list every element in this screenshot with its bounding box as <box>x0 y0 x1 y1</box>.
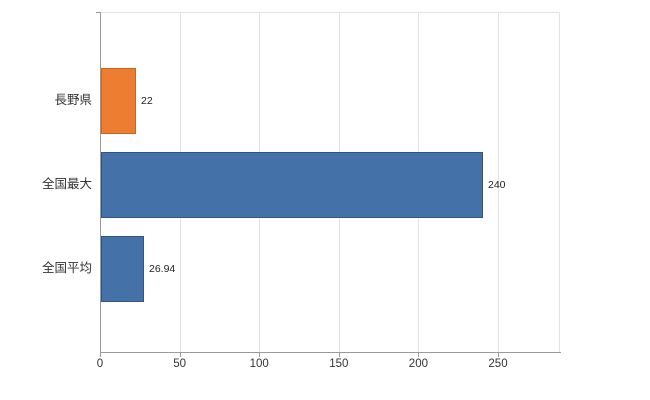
bar-value-label: 26.94 <box>149 263 176 275</box>
y-axis-line <box>100 12 101 353</box>
x-tick-mark <box>259 353 261 357</box>
bar-2 <box>101 236 144 302</box>
x-axis-line <box>100 352 561 353</box>
x-tick-mark <box>100 353 101 357</box>
x-tick-label: 200 <box>408 358 428 370</box>
plot-area: 22 240 26.94 <box>100 12 560 352</box>
y-tick-mark <box>96 12 100 13</box>
category-label: 長野県 <box>54 93 92 107</box>
bar-0 <box>101 68 136 134</box>
x-tick-label: 150 <box>329 358 349 370</box>
x-tick-mark <box>338 353 340 357</box>
x-tick-mark <box>418 353 420 357</box>
bar-value-label: 240 <box>488 179 506 191</box>
category-label: 全国最大 <box>41 177 92 191</box>
gridline-x-250 <box>498 13 499 352</box>
bar-value-label: 22 <box>141 95 153 107</box>
x-tick-mark <box>498 353 499 357</box>
x-tick-label: 0 <box>96 358 104 370</box>
x-tick-mark <box>179 353 181 357</box>
x-tick-label: 50 <box>173 358 186 370</box>
bar-1 <box>101 152 483 218</box>
category-label: 全国平均 <box>41 261 92 275</box>
x-tick-label: 100 <box>249 358 269 370</box>
x-tick-label: 250 <box>488 358 508 370</box>
